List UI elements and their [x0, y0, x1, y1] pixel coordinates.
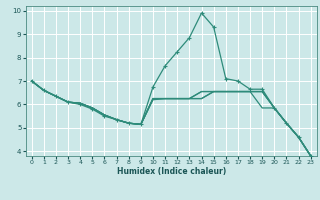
X-axis label: Humidex (Indice chaleur): Humidex (Indice chaleur) [116, 167, 226, 176]
